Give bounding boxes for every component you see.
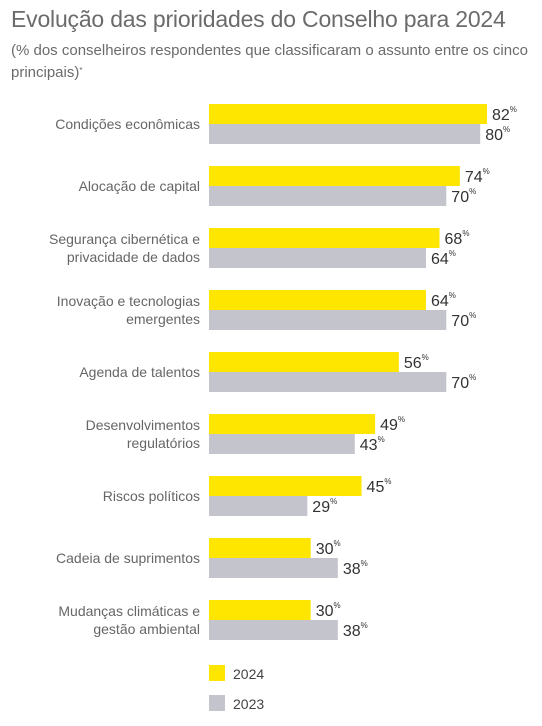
category-label: Desenvolvimentos regulatórios [86,417,200,451]
bar-2024 [209,228,440,248]
value-percent: % [449,249,456,258]
value-percent: % [462,229,469,238]
value-label-2023: 70% [451,187,476,206]
value-label-2023: 43% [360,435,385,454]
legend-swatch-2023 [209,695,225,711]
value-label-2023: 80% [485,125,510,144]
chart-title: Evolução das prioridades do Conselho par… [11,6,506,32]
value-percent: % [398,415,405,424]
category-label-line: gestão ambiental [93,621,200,637]
value-number: 49 [380,417,398,434]
bar-2023 [209,372,447,392]
value-label-2024: 74% [465,167,490,186]
bar-2023 [209,186,447,206]
value-label-2024: 56% [404,353,429,372]
value-label-2023: 70% [451,373,476,392]
category-label: Segurança cibernética e privacidade de da… [49,231,200,265]
value-number: 45 [367,479,385,496]
value-number: 74 [465,169,483,186]
category-label-line: regulatórios [127,435,200,451]
bar-2024 [209,538,311,558]
value-number: 29 [312,499,330,516]
value-number: 64 [431,293,449,310]
value-number: 38 [343,561,361,578]
value-label-2024: 49% [380,415,405,434]
legend-label-2024: 2024 [233,666,264,682]
value-percent: % [469,311,476,320]
value-label-2023: 38% [343,559,368,578]
bar-2024 [209,290,426,310]
value-percent: % [483,167,490,176]
category-label: Inovação e tecnologias emergentes [57,293,200,327]
value-label-2024: 82% [492,105,517,124]
value-number: 70 [451,189,469,206]
bar-2023 [209,310,447,330]
value-number: 80 [485,127,503,144]
value-label-2024: 30% [316,539,341,558]
value-number: 68 [445,231,463,248]
value-number: 30 [316,603,334,620]
category-label-line: emergentes [126,311,200,327]
bar-2024 [209,104,487,124]
value-label-2023: 38% [343,621,368,640]
value-percent: % [378,435,385,444]
category-label-line: Mudanças climáticas e [58,603,200,619]
value-label-2023: 70% [451,311,476,330]
value-percent: % [449,291,456,300]
value-percent: % [469,187,476,196]
value-label-2023: 64% [431,249,456,268]
bar-2024 [209,476,362,496]
value-label-2024: 68% [445,229,470,248]
category-label-line: Inovação e tecnologias [57,293,200,309]
category-label-line: Segurança cibernética e [49,231,200,247]
value-percent: % [361,621,368,630]
value-number: 38 [343,623,361,640]
category-label: Agenda de talentos [79,364,200,380]
subtitle-footnote-mark: * [79,66,83,75]
bar-2024 [209,414,376,434]
value-percent: % [503,125,510,134]
value-percent: % [361,559,368,568]
value-percent: % [510,105,517,114]
value-label-2024: 64% [431,291,456,310]
value-number: 64 [431,251,449,268]
category-label: Riscos políticos [103,488,200,504]
value-label-2023: 29% [312,497,337,516]
value-percent: % [333,539,340,548]
bar-2023 [209,496,308,516]
value-number: 82 [492,107,510,124]
category-label: Condições econômicas [55,116,200,132]
value-number: 56 [404,355,422,372]
legend-swatch-2024 [209,665,225,681]
bar-2023 [209,558,338,578]
bar-2023 [209,620,338,640]
legend-label-2023: 2023 [233,696,264,712]
value-percent: % [333,601,340,610]
bar-2024 [209,600,311,620]
value-number: 70 [451,375,469,392]
category-label: Mudanças climáticas e gestão ambiental [58,603,200,637]
value-number: 43 [360,437,378,454]
value-label-2024: 45% [367,477,392,496]
value-percent: % [384,477,391,486]
category-label: Alocação de capital [79,178,200,194]
category-label: Cadeia de suprimentos [56,550,200,566]
value-label-2024: 30% [316,601,341,620]
bar-2024 [209,166,460,186]
subtitle-text: (% dos conselheiros respondentes que cla… [11,42,528,81]
bar-2023 [209,434,355,454]
value-number: 30 [316,541,334,558]
bar-2023 [209,248,426,268]
value-percent: % [422,353,429,362]
category-label-line: Desenvolvimentos [86,417,200,433]
value-number: 70 [451,313,469,330]
value-percent: % [469,373,476,382]
bar-2024 [209,352,399,372]
category-label-line: privacidade de dados [67,249,200,265]
chart-subtitle: (% dos conselheiros respondentes que cla… [11,40,536,84]
value-percent: % [330,497,337,506]
bar-2023 [209,124,481,144]
